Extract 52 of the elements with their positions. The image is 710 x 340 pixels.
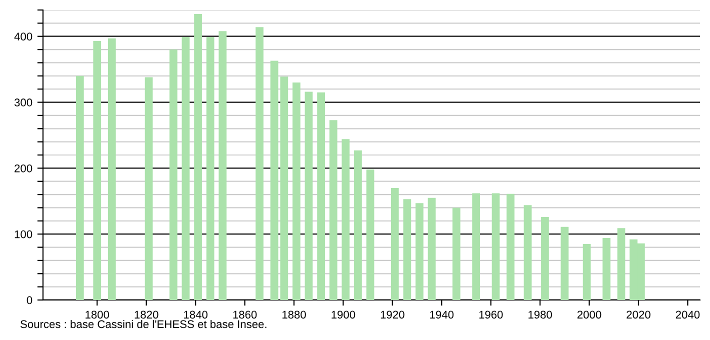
bar xyxy=(304,92,313,300)
bar xyxy=(492,193,500,300)
x-tick-label: 1900 xyxy=(332,310,356,319)
bar xyxy=(472,193,480,300)
bar xyxy=(169,50,178,300)
bar xyxy=(182,37,190,300)
x-tick-label: 1880 xyxy=(282,310,306,319)
y-tick-label: 100 xyxy=(14,230,32,238)
bar xyxy=(403,199,412,300)
y-tick-label: 0 xyxy=(26,296,32,304)
y-tick-label: 200 xyxy=(14,164,32,172)
bar xyxy=(206,37,214,300)
bar xyxy=(144,77,153,300)
x-tick-label: 1940 xyxy=(430,310,454,319)
x-tick-label: 2000 xyxy=(577,310,602,319)
x-tick-label: 1960 xyxy=(479,310,503,319)
bar xyxy=(366,170,374,300)
y-tick-label: 300 xyxy=(14,98,32,106)
bar xyxy=(194,14,202,300)
bar xyxy=(452,208,460,300)
x-tick-label: 1820 xyxy=(134,310,158,319)
x-tick-label: 1920 xyxy=(380,310,404,319)
bar xyxy=(108,38,116,300)
bar xyxy=(280,76,288,300)
y-tick-label: 400 xyxy=(14,32,32,40)
x-tick-label: 1980 xyxy=(528,310,552,319)
bar xyxy=(218,31,227,300)
bar xyxy=(541,216,549,300)
x-tick-label: 1800 xyxy=(86,310,110,319)
bar xyxy=(354,150,362,300)
bar xyxy=(602,238,610,300)
bar xyxy=(582,244,591,300)
source-note: Sources : base Cassini de l'EHESS et base Insee. xyxy=(20,320,266,328)
x-tick-label: 1840 xyxy=(184,310,208,319)
bar xyxy=(390,188,399,300)
bar xyxy=(524,205,532,300)
bar xyxy=(506,194,514,300)
bar xyxy=(256,27,264,300)
bar xyxy=(317,92,325,300)
bar xyxy=(93,40,102,300)
x-tick-label: 2040 xyxy=(676,310,700,319)
bar xyxy=(428,198,436,300)
bar xyxy=(270,60,278,300)
x-tick-label: 2020 xyxy=(626,310,650,319)
bar xyxy=(342,139,350,300)
x-tick-label: 1860 xyxy=(233,310,257,319)
bar xyxy=(329,120,338,300)
bar xyxy=(617,228,626,300)
bar xyxy=(560,226,569,300)
bar xyxy=(416,203,424,300)
bar xyxy=(292,82,300,300)
bar xyxy=(76,76,84,300)
